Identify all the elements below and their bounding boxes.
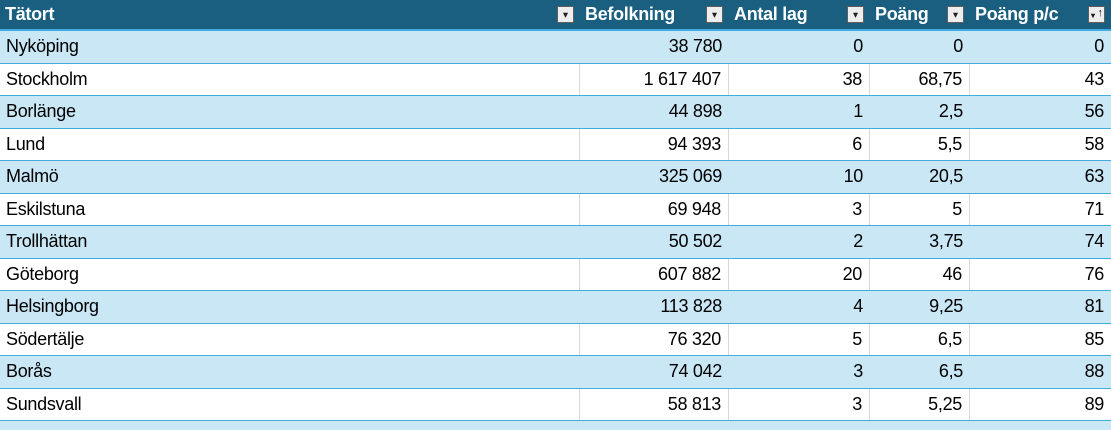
header-cell-poang-pc[interactable]: Poäng p/c ▾ ↑ — [970, 0, 1111, 29]
sort-ascending-icon: ↑ — [1097, 7, 1104, 19]
cell-befolkning[interactable]: 325 069 — [659, 166, 722, 187]
cell-tatort[interactable]: Malmö — [6, 166, 59, 187]
cell-tatort[interactable]: Helsingborg — [6, 296, 99, 317]
cell-befolkning[interactable]: 76 320 — [580, 323, 729, 355]
cell-antal-lag[interactable]: 10 — [843, 166, 864, 187]
table-row: Borlänge 44 898 1 2,5 56 — [0, 96, 1111, 129]
filter-button-poang[interactable]: ▾ — [947, 6, 964, 23]
table-row: Lund 94 393 6 5,5 58 — [0, 128, 1111, 161]
cell-poang[interactable]: 46 — [870, 258, 970, 290]
cell-poang[interactable]: 6,5 — [870, 323, 970, 355]
cell-poang[interactable]: 5 — [870, 193, 970, 225]
cell-antal-lag[interactable]: 3 — [729, 193, 870, 225]
cell-poang-pc[interactable]: 56 — [1084, 101, 1105, 122]
header-cell-befolkning[interactable]: Befolkning ▾ — [580, 0, 729, 29]
cell-poang[interactable]: 9,25 — [929, 296, 963, 317]
cell-befolkning[interactable]: 50 502 — [668, 231, 723, 252]
cell-poang[interactable]: 20,5 — [929, 166, 963, 187]
table-row: Nyköping 38 780 0 0 0 — [0, 31, 1111, 64]
cell-poang-pc[interactable]: 63 — [1084, 166, 1105, 187]
cell-antal-lag[interactable]: 3 — [853, 361, 863, 382]
cell-poang-pc[interactable]: 88 — [1084, 361, 1105, 382]
cell-poang[interactable]: 3,75 — [929, 231, 963, 252]
column-label-tatort: Tätort — [5, 4, 55, 24]
filter-button-antal-lag[interactable]: ▾ — [847, 6, 864, 23]
cell-poang-pc[interactable]: 0 — [1094, 36, 1104, 57]
cell-tatort[interactable]: Nyköping — [6, 36, 79, 57]
cell-befolkning[interactable]: 607 882 — [580, 258, 729, 290]
table-row: Södertälje 76 320 5 6,5 85 — [0, 323, 1111, 356]
cell-antal-lag[interactable]: 4 — [853, 296, 863, 317]
cell-tatort[interactable]: Borlänge — [6, 101, 76, 122]
cell-befolkning[interactable]: 113 828 — [660, 296, 722, 317]
filter-dropdown-icon: ▾ — [853, 9, 858, 19]
cell-tatort[interactable]: Borås — [6, 361, 52, 382]
cell-tatort[interactable]: Sundsvall — [0, 388, 580, 420]
cell-antal-lag[interactable]: 5 — [729, 323, 870, 355]
filter-dropdown-icon: ▾ — [563, 9, 568, 19]
cell-tatort[interactable]: Trollhättan — [6, 231, 88, 252]
cell-befolkning[interactable]: 94 393 — [580, 128, 729, 160]
header-cell-antal-lag[interactable]: Antal lag ▾ — [729, 0, 870, 29]
filter-button-tatort[interactable]: ▾ — [557, 6, 574, 23]
cell-befolkning[interactable]: 1 617 407 — [580, 63, 729, 95]
filter-dropdown-icon: ▾ — [1091, 11, 1096, 20]
cell-poang-pc[interactable]: 89 — [1084, 393, 1105, 414]
table-row: Trollhättan 50 502 2 3,75 74 — [0, 226, 1111, 259]
table-row: Sundsvall 58 813 3 5,25 89 — [0, 388, 1111, 421]
cell-poang[interactable]: 68,75 — [870, 63, 970, 95]
header-cell-tatort[interactable]: Tätort ▾ — [0, 0, 580, 29]
filter-button-poang-pc-sorted[interactable]: ▾ ↑ — [1088, 6, 1105, 23]
cell-antal-lag[interactable]: 1 — [853, 101, 863, 122]
table-header-row: Tätort ▾ Befolkning ▾ Antal lag ▾ Poäng … — [0, 0, 1111, 31]
cell-poang-pc[interactable]: 74 — [1084, 231, 1105, 252]
column-label-befolkning: Befolkning — [585, 4, 675, 24]
cell-antal-lag[interactable]: 38 — [729, 63, 870, 95]
cell-poang[interactable]: 6,5 — [938, 361, 963, 382]
cell-antal-lag[interactable]: 0 — [853, 36, 863, 57]
table-body: Nyköping 38 780 0 0 0 Stockholm 1 617 40… — [0, 31, 1111, 421]
table-row: Göteborg 607 882 20 46 76 — [0, 258, 1111, 291]
table-row: Borås 74 042 3 6,5 88 — [0, 356, 1111, 389]
cell-poang[interactable]: 5,5 — [870, 128, 970, 160]
cell-poang-pc[interactable]: 76 — [1084, 263, 1105, 284]
filter-dropdown-icon: ▾ — [953, 9, 958, 19]
filter-button-befolkning[interactable]: ▾ — [706, 6, 723, 23]
cell-poang[interactable]: 5,25 — [870, 388, 970, 420]
cell-tatort[interactable]: Eskilstuna — [0, 193, 580, 225]
filter-dropdown-icon: ▾ — [712, 9, 717, 19]
cell-poang-pc[interactable]: 43 — [1084, 68, 1105, 89]
column-label-antal-lag: Antal lag — [734, 4, 808, 24]
cell-befolkning[interactable]: 58 813 — [580, 388, 729, 420]
cell-tatort[interactable]: Södertälje — [0, 323, 580, 355]
cell-antal-lag[interactable]: 20 — [729, 258, 870, 290]
table-row: Helsingborg 113 828 4 9,25 81 — [0, 291, 1111, 324]
cell-tatort[interactable]: Göteborg — [0, 258, 580, 290]
table-row: Stockholm 1 617 407 38 68,75 43 — [0, 63, 1111, 96]
cell-poang-pc[interactable]: 58 — [1084, 133, 1105, 154]
cell-antal-lag[interactable]: 2 — [853, 231, 863, 252]
cell-befolkning[interactable]: 74 042 — [668, 361, 723, 382]
cell-poang[interactable]: 0 — [953, 36, 963, 57]
cell-tatort[interactable]: Stockholm — [0, 63, 580, 95]
cell-antal-lag[interactable]: 3 — [729, 388, 870, 420]
cell-befolkning[interactable]: 69 948 — [580, 193, 729, 225]
cell-antal-lag[interactable]: 6 — [729, 128, 870, 160]
partial-next-row — [0, 421, 1111, 430]
cell-poang-pc[interactable]: 81 — [1084, 296, 1105, 317]
cell-poang-pc[interactable]: 85 — [1084, 328, 1105, 349]
cell-poang[interactable]: 2,5 — [938, 101, 963, 122]
cell-poang-pc[interactable]: 71 — [1084, 198, 1105, 219]
header-cell-poang[interactable]: Poäng ▾ — [870, 0, 970, 29]
column-label-poang-pc: Poäng p/c — [975, 4, 1059, 24]
table-row: Eskilstuna 69 948 3 5 71 — [0, 193, 1111, 226]
cell-befolkning[interactable]: 44 898 — [668, 101, 723, 122]
column-label-poang: Poäng — [875, 4, 929, 24]
table-row: Malmö 325 069 10 20,5 63 — [0, 161, 1111, 194]
cell-tatort[interactable]: Lund — [0, 128, 580, 160]
cell-befolkning[interactable]: 38 780 — [668, 36, 723, 57]
